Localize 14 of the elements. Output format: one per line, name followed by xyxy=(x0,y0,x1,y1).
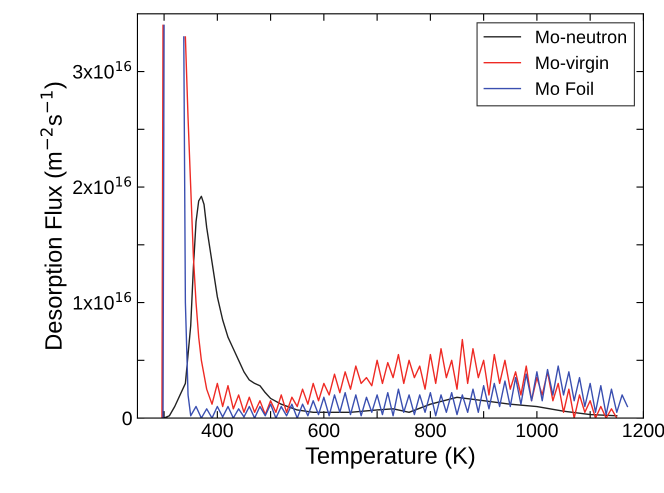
x-tick-label: 800 xyxy=(415,423,446,438)
x-axis-title: Temperature (K) xyxy=(306,446,474,469)
legend-label: Mo-virgin xyxy=(536,56,608,73)
y-axis-title: Desorption Flux (m$^{−2}$s$^{−1}$) xyxy=(40,82,67,349)
x-tick-label: 1000 xyxy=(516,423,558,438)
legend-label: Mo-neutron xyxy=(536,30,626,44)
y-tick-label: 1x10$^{16}$ xyxy=(74,292,132,310)
x-tick-label: 600 xyxy=(308,423,340,438)
y-tick-label: 3x10$^{16}$ xyxy=(73,60,132,79)
x-tick-label: 1200 xyxy=(623,423,664,438)
y-tick-label: 2x10$^{16}$ xyxy=(73,176,132,194)
x-tick-label: 400 xyxy=(202,423,233,438)
legend-label: Mo Foil xyxy=(536,82,593,96)
y-tick-label: 0 xyxy=(122,412,132,426)
